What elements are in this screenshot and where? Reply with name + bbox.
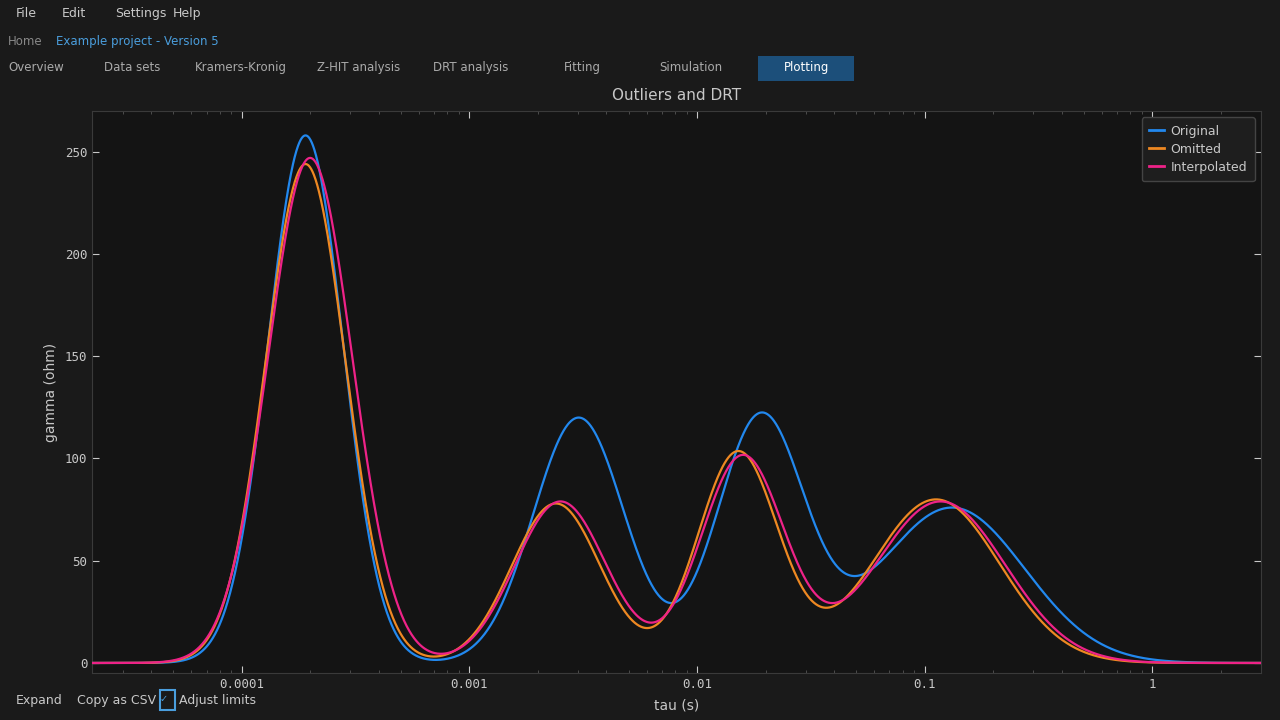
FancyBboxPatch shape bbox=[160, 690, 175, 710]
Original bbox=[1258, 659, 1274, 667]
Text: Copy as CSV: Copy as CSV bbox=[77, 693, 156, 707]
Original bbox=[298, 131, 314, 140]
Interpolated bbox=[1258, 659, 1274, 667]
Omitted bbox=[6, 659, 22, 667]
Interpolated bbox=[1100, 652, 1115, 661]
Text: Overview: Overview bbox=[8, 61, 64, 74]
Omitted bbox=[150, 658, 165, 667]
Original bbox=[1100, 642, 1115, 651]
Original bbox=[224, 584, 239, 593]
Original bbox=[486, 614, 502, 623]
Text: Fitting: Fitting bbox=[564, 61, 600, 74]
Original bbox=[541, 461, 557, 469]
Original bbox=[1234, 659, 1249, 667]
Line: Omitted: Omitted bbox=[14, 164, 1266, 663]
Original bbox=[150, 659, 165, 667]
Text: Z-HIT analysis: Z-HIT analysis bbox=[316, 61, 401, 74]
Text: Example project - Version 5: Example project - Version 5 bbox=[56, 35, 219, 48]
Interpolated bbox=[1234, 659, 1249, 667]
Interpolated bbox=[224, 571, 239, 580]
Text: Data sets: Data sets bbox=[104, 61, 160, 74]
Interpolated bbox=[150, 658, 165, 667]
Interpolated bbox=[486, 602, 502, 611]
Text: Plotting: Plotting bbox=[783, 61, 829, 74]
Omitted bbox=[486, 597, 502, 606]
Original bbox=[6, 659, 22, 667]
Text: DRT analysis: DRT analysis bbox=[434, 61, 508, 74]
Omitted bbox=[1100, 654, 1115, 663]
Line: Interpolated: Interpolated bbox=[14, 158, 1266, 663]
Text: Home: Home bbox=[8, 35, 42, 48]
Text: Help: Help bbox=[173, 7, 201, 20]
Legend: Original, Omitted, Interpolated: Original, Omitted, Interpolated bbox=[1142, 117, 1254, 181]
FancyBboxPatch shape bbox=[759, 56, 855, 81]
Omitted bbox=[1234, 659, 1249, 667]
Text: ✓: ✓ bbox=[159, 694, 168, 704]
Omitted bbox=[298, 160, 314, 168]
Text: Edit: Edit bbox=[61, 7, 86, 20]
Omitted bbox=[541, 501, 557, 510]
Text: Simulation: Simulation bbox=[659, 61, 723, 74]
Interpolated bbox=[302, 153, 317, 162]
Omitted bbox=[224, 571, 239, 580]
Title: Outliers and DRT: Outliers and DRT bbox=[612, 88, 741, 103]
Omitted bbox=[1258, 659, 1274, 667]
Line: Original: Original bbox=[14, 135, 1266, 663]
X-axis label: tau (s): tau (s) bbox=[654, 698, 699, 712]
Text: Kramers-Kronig: Kramers-Kronig bbox=[195, 61, 287, 74]
Text: Adjust limits: Adjust limits bbox=[179, 693, 256, 707]
Interpolated bbox=[541, 503, 557, 511]
Text: Expand: Expand bbox=[15, 693, 63, 707]
Y-axis label: gamma (ohm): gamma (ohm) bbox=[44, 343, 58, 441]
Text: Settings: Settings bbox=[115, 7, 166, 20]
Text: File: File bbox=[15, 7, 36, 20]
Interpolated bbox=[6, 659, 22, 667]
